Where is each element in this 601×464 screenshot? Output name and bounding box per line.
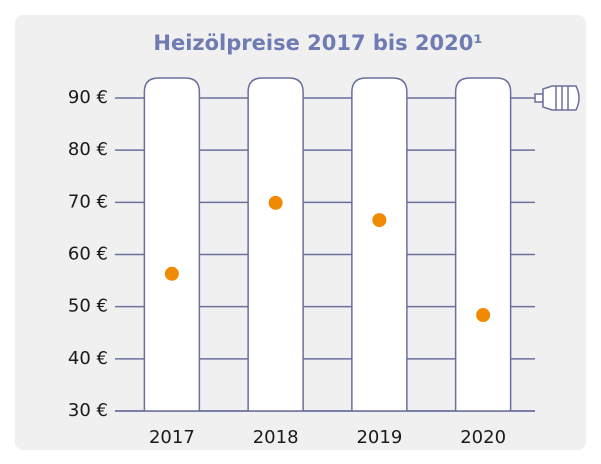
y-tick-label: 50 €: [68, 296, 108, 317]
radiator-column: [456, 78, 511, 411]
y-tick-label: 90 €: [68, 87, 108, 108]
dot: [269, 196, 283, 210]
x-tick-label: 2019: [356, 427, 402, 448]
page: Heizölpreise 2017 bis 2020¹ 30 € 40 € 50 €…: [0, 0, 601, 464]
y-tick-label: 70 €: [68, 191, 108, 212]
y-tick-label: 60 €: [68, 244, 108, 265]
chart: Heizölpreise 2017 bis 2020¹ 30 € 40 € 50 €…: [0, 0, 601, 464]
x-tick-label: 2018: [253, 427, 299, 448]
x-tick-label: 2017: [149, 427, 195, 448]
x-tick-label: 2020: [460, 427, 506, 448]
radiator-column: [144, 78, 199, 411]
radiator-column: [352, 78, 407, 411]
dot: [476, 308, 490, 322]
radiator-column: [248, 78, 303, 411]
dot: [372, 213, 386, 227]
y-tick-label: 30 €: [68, 400, 108, 421]
chart-title: Heizölpreise 2017 bis 2020¹: [153, 31, 482, 55]
dot: [165, 267, 179, 281]
y-tick-label: 80 €: [68, 139, 108, 160]
y-tick-label: 40 €: [68, 348, 108, 369]
